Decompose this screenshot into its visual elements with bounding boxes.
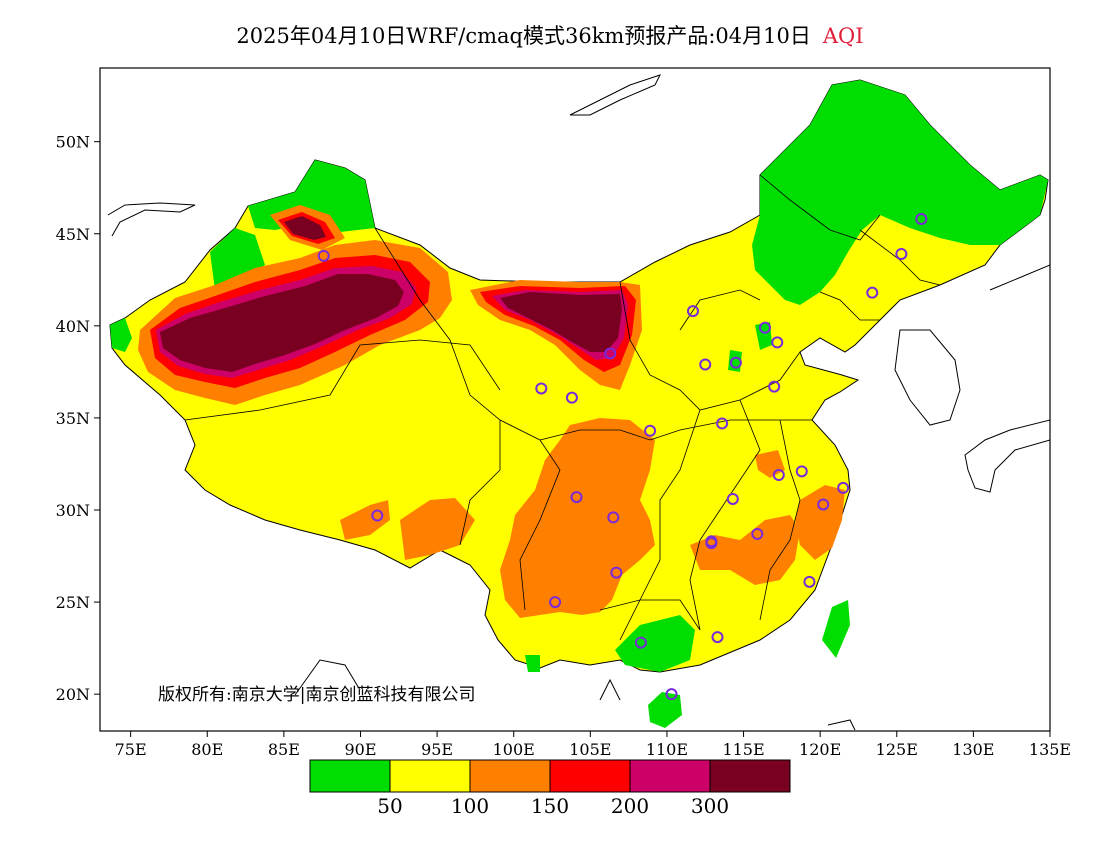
city-station-marker [604,347,617,360]
colorbar-swatch [549,759,631,793]
city-station-marker [634,636,647,649]
map-title: 2025年04月10日WRF/cmaq模式36km预报产品:04月10日 AQI [0,20,1100,50]
city-station-marker [803,575,816,588]
colorbar-label: 50 [377,794,402,818]
lon-tick-label: 90E [344,740,376,759]
lat-tick-label: 35N [56,409,90,428]
coastlines [107,74,1050,731]
tibet-orange-1 [400,498,475,560]
lon-tick-label: 120E [799,740,841,759]
lon-tick-label: 75E [115,740,147,759]
far-west-green [110,318,132,352]
city-station-marker [795,465,808,478]
city-station-marker [371,509,384,522]
lon-tick-label: 110E [646,740,688,759]
city-station-marker [716,417,729,430]
city-station-marker [317,249,330,262]
copyright-text: 版权所有:南京大学|南京创蓝科技有限公司 [158,685,476,705]
lat-tick-label: 40N [56,317,90,336]
lon-tick-label: 130E [952,740,994,759]
tibet-green-dot [525,655,540,672]
colorbar-label: 100 [451,794,489,818]
city-stations [317,213,928,701]
city-station-marker [570,491,583,504]
city-station-marker [665,688,678,701]
colorbar-swatch [309,759,391,793]
map-area [107,74,1050,731]
lon-tick-label: 115E [722,740,764,759]
aqi-colorbar: 50 100 150 200 300 [309,759,791,818]
city-station-marker [729,356,742,369]
map-frame [99,67,1051,732]
northeast-region-green [752,80,1048,305]
colorbar-swatch [629,759,711,793]
lon-tick-label: 85E [268,740,300,759]
central-south-orange [690,515,800,585]
east-orange [795,485,845,560]
city-station-marker [686,305,699,318]
city-station-marker [565,391,578,404]
lon-tick-label: 95E [421,740,453,759]
taiwan-green [822,600,850,658]
city-station-marker [699,358,712,371]
city-station-marker [768,380,781,393]
city-station-marker [610,566,623,579]
lon-tick-label: 100E [493,740,535,759]
city-station-marker [837,481,850,494]
longitude-axis: 75E 80E 85E 90E 95E 100E 105E 110E 115E 120E 125E 1… [115,731,1071,759]
colorbar-label: 150 [531,794,569,818]
tarim-region-maroon [160,274,404,372]
lon-tick-label: 105E [569,740,611,759]
city-station-marker [915,213,928,226]
city-station-marker [535,382,548,395]
latitude-axis: 50N 45N 40N 35N 30N 25N 20N [56,133,100,704]
title-variable: AQI [822,24,864,48]
city-station-marker [726,492,739,505]
lat-tick-label: 50N [56,133,90,152]
colorbar-label: 300 [691,794,729,818]
city-station-marker [771,336,784,349]
south-region-green [615,615,695,672]
city-station-marker [711,631,724,644]
colorbar-swatch [469,759,551,793]
hainan-green [648,692,682,728]
city-station-marker [549,596,562,609]
city-station-marker [759,321,771,334]
colorbar-label: 200 [611,794,649,818]
city-station-marker [817,498,830,511]
lat-tick-label: 20N [56,685,90,704]
junggar-maroon [284,216,326,240]
lat-tick-label: 30N [56,501,90,520]
city-station-marker [644,424,657,437]
city-station-marker [772,469,785,482]
lon-tick-label: 80E [191,740,223,759]
city-station-marker [866,286,879,299]
city-station-marker [705,535,718,548]
lat-tick-label: 25N [56,593,90,612]
title-main: 2025年04月10日WRF/cmaq模式36km预报产品:04月10日 [236,24,811,48]
city-station-marker [607,511,620,524]
colorbar-swatch [709,759,791,793]
alxa-maroon [500,292,622,352]
province-borders [184,174,941,641]
lon-tick-label: 135E [1029,740,1071,759]
lon-tick-label: 125E [876,740,918,759]
city-station-marker [751,527,764,540]
colorbar-swatch [389,759,471,793]
city-station-marker [895,248,908,261]
lat-tick-label: 45N [56,225,90,244]
